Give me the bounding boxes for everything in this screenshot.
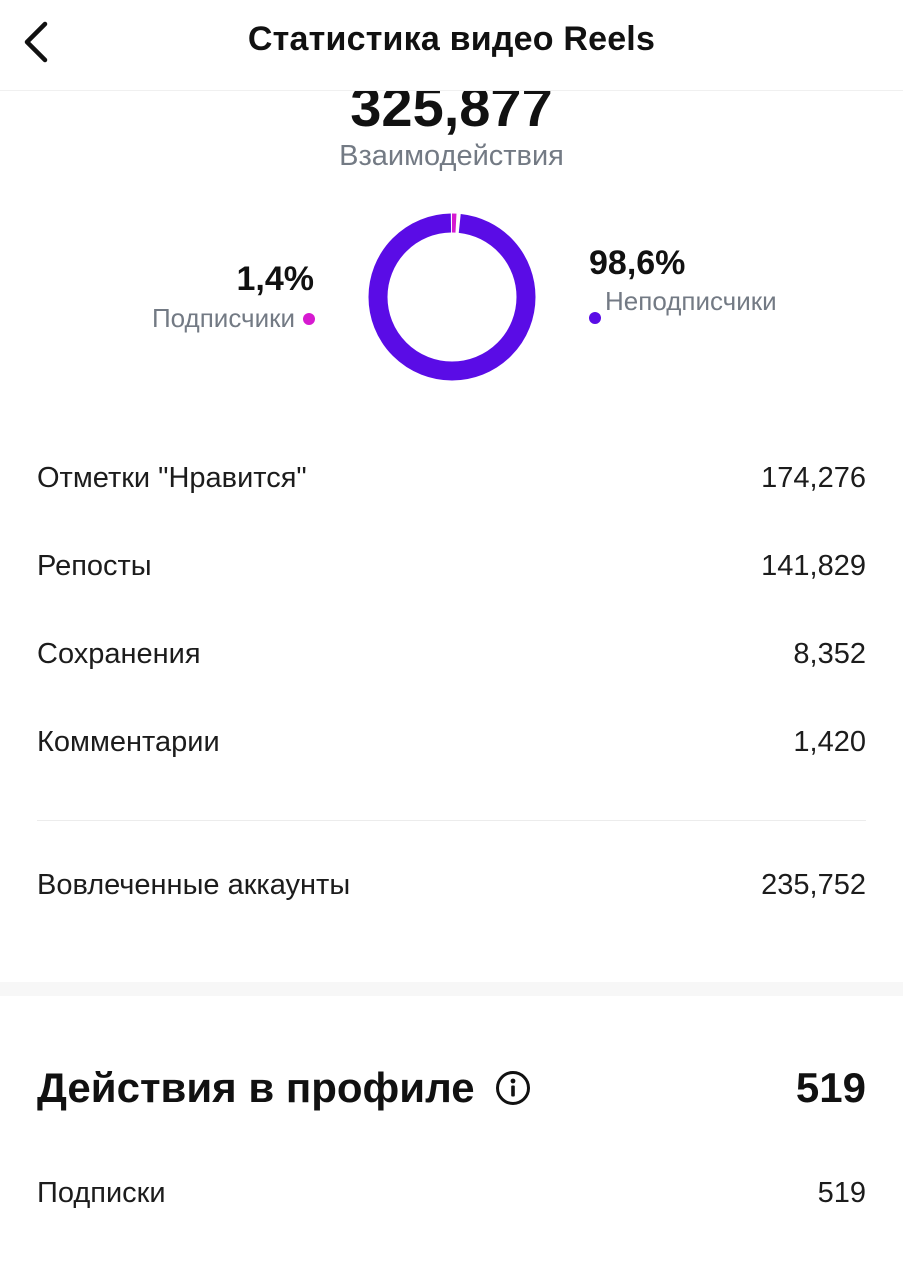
page-title: Статистика видео Reels — [247, 20, 656, 58]
metric-label: Сохранения — [37, 637, 201, 670]
metric-value: 174,276 — [761, 461, 866, 494]
metric-label: Отметки "Нравится" — [37, 461, 307, 494]
follows-value: 519 — [817, 1176, 866, 1209]
legend-followers: Подписчики — [152, 303, 315, 334]
donut-slice-non-followers — [368, 213, 536, 381]
follows-row: Подписки 519 — [37, 1171, 866, 1215]
followers-label: Подписчики — [151, 303, 295, 333]
metric-row-saves: Сохранения 8,352 — [37, 632, 866, 676]
engaged-accounts-row: Вовлеченные аккаунты 235,752 — [37, 863, 866, 907]
metric-value: 1,420 — [793, 725, 866, 758]
engaged-accounts-value: 235,752 — [761, 868, 866, 901]
metric-row-reposts: Репосты 141,829 — [37, 544, 866, 588]
section-separator — [0, 982, 903, 996]
followers-percent: 1,4% — [236, 260, 315, 298]
metric-label: Репосты — [37, 549, 152, 582]
metric-row-likes: Отметки "Нравится" 174,276 — [37, 456, 866, 500]
non-followers-label: Неподписчики — [605, 286, 777, 316]
profile-actions-total: 519 — [795, 1064, 866, 1111]
metric-row-comments: Комментарии 1,420 — [37, 720, 866, 764]
donut-slice-followers — [368, 213, 536, 381]
non-followers-dot-icon — [589, 312, 601, 324]
back-button[interactable] — [14, 18, 58, 66]
metric-label: Комментарии — [37, 725, 220, 758]
chevron-left-icon — [24, 21, 48, 63]
profile-actions-title: Действия в профиле — [37, 1064, 475, 1111]
non-followers-percent: 98,6% — [589, 244, 686, 282]
metric-value: 141,829 — [761, 549, 866, 582]
top-bar: Статистика видео Reels — [0, 0, 903, 91]
legend-non-followers: Неподписчики — [589, 286, 789, 324]
followers-dot-icon — [303, 312, 315, 325]
info-icon[interactable] — [495, 1070, 531, 1106]
audience-donut-chart — [368, 213, 536, 381]
follows-label: Подписки — [37, 1176, 166, 1209]
metric-value: 8,352 — [793, 637, 866, 670]
engaged-accounts-label: Вовлеченные аккаунты — [37, 868, 351, 901]
profile-actions-heading: Действия в профиле — [37, 1064, 531, 1112]
divider — [37, 820, 866, 821]
interactions-label: Взаимодействия — [339, 140, 564, 172]
